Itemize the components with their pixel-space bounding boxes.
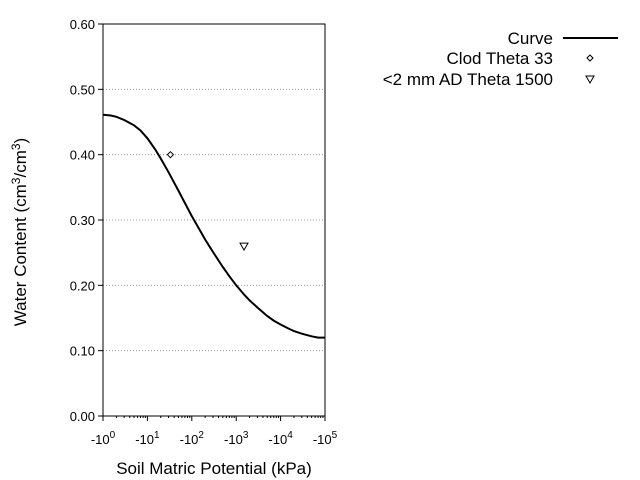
y-tick-label: 0.50	[70, 82, 95, 97]
x-tick-label: -104	[268, 430, 293, 447]
x-tick-label: -103	[224, 430, 249, 447]
y-tick-label: 0.40	[70, 148, 95, 163]
y-tick-label: 0.00	[70, 409, 95, 424]
data-point-triangle	[239, 242, 249, 252]
x-tick-label: -105	[313, 430, 338, 447]
plot-series	[102, 113, 325, 339]
legend-marker-triangle	[585, 75, 595, 85]
legend-label-curve: Curve	[508, 29, 553, 48]
legend-marker-diamond	[586, 54, 594, 62]
legend-label-ad-theta-1500: <2 mm AD Theta 1500	[383, 70, 553, 89]
y-tick-label: 0.30	[70, 213, 95, 228]
x-axis: -100 -101 -102 -103 -104 -105	[91, 416, 338, 447]
legend: Curve Clod Theta 33 <2 mm AD Theta 1500	[383, 29, 618, 89]
gridlines	[103, 88, 325, 352]
x-axis-label: Soil Matric Potential (kPa)	[116, 459, 312, 478]
data-point-diamond	[166, 150, 175, 159]
y-axis-label: Water Content (cm3/cm3)	[9, 138, 30, 326]
y-tick-label: 0.10	[70, 344, 95, 359]
legend-label-clod-theta-33: Clod Theta 33	[447, 49, 553, 68]
y-tick-label: 0.20	[70, 278, 95, 293]
y-tick-label: 0.60	[70, 17, 95, 32]
x-tick-label: -102	[180, 430, 205, 447]
curve-line	[102, 113, 325, 339]
x-tick-label: -101	[135, 430, 160, 447]
x-tick-label: -100	[91, 430, 116, 447]
y-axis: 0.00 0.10 0.20 0.30 0.40 0.50 0.60	[70, 17, 103, 424]
